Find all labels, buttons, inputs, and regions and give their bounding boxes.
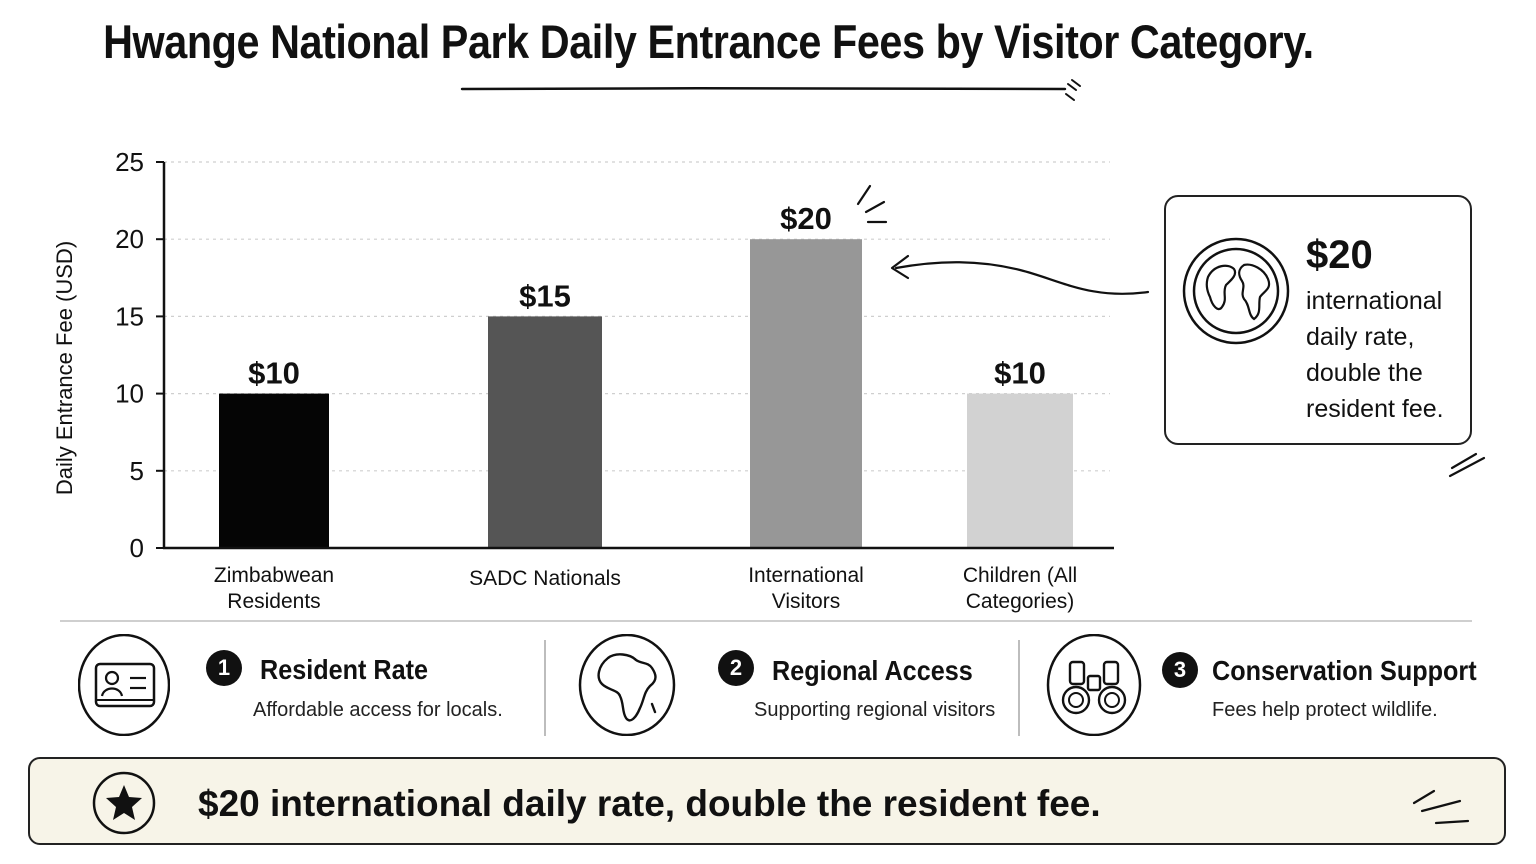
y-tick-label: 0 xyxy=(130,533,144,563)
binoculars-icon xyxy=(1046,634,1142,736)
bar-value-label: $15 xyxy=(519,278,571,313)
bar xyxy=(750,239,862,548)
feature-regional-access: 2 Regional Access Supporting regional vi… xyxy=(578,630,1008,740)
feature-number-badge: 3 xyxy=(1162,652,1198,688)
banner-marks xyxy=(1412,789,1470,825)
feature-title: Regional Access xyxy=(772,655,973,686)
feature-description: Affordable access for locals. xyxy=(253,699,503,721)
callout-text: international daily rate, double the res… xyxy=(1306,287,1444,423)
id-card-icon xyxy=(78,634,170,736)
feature-divider xyxy=(544,640,546,736)
feature-title: Resident Rate xyxy=(260,654,429,685)
feature-number-badge: 1 xyxy=(206,650,242,686)
title-underline xyxy=(460,79,1081,101)
callout-arrow-head xyxy=(890,254,910,280)
bar xyxy=(967,393,1073,548)
x-tick-label: Zimbabwean xyxy=(214,564,334,587)
summary-banner: $20 international daily rate, double the… xyxy=(28,757,1506,845)
y-axis-label: Daily Entrance Fee (USD) xyxy=(52,241,77,495)
africa-map-icon xyxy=(578,634,676,736)
feature-divider xyxy=(1018,640,1020,736)
bar-chart: 0 5 10 15 20 25 $10 $15 $20 $10 Zimbabwean Reside… xyxy=(52,147,1150,613)
y-tick-label: 5 xyxy=(130,456,144,486)
callout-box: $20 international daily rate, double the… xyxy=(1164,195,1472,445)
bar-value-label: $10 xyxy=(248,356,300,391)
x-tick-label: Visitors xyxy=(772,590,840,613)
x-tick-label: SADC Nationals xyxy=(469,567,621,590)
callout-value: $20 xyxy=(1306,233,1373,277)
feature-description: Supporting regional visitors xyxy=(754,699,996,721)
section-divider xyxy=(60,620,1472,622)
y-tick-labels: 0 5 10 15 20 25 xyxy=(115,147,144,563)
y-tick-label: 25 xyxy=(115,147,144,177)
bar xyxy=(219,393,329,548)
feature-description: Fees help protect wildlife. xyxy=(1212,699,1438,721)
y-tick-label: 15 xyxy=(115,301,144,331)
x-tick-label: Residents xyxy=(227,590,320,613)
star-icon xyxy=(92,771,156,835)
callout-arrow xyxy=(894,261,1150,295)
bar-value-label: $10 xyxy=(994,356,1046,391)
x-tick-label: Categories) xyxy=(966,590,1075,613)
callout-marks xyxy=(1448,452,1486,478)
feature-number-badge: 2 xyxy=(718,650,754,686)
feature-title: Conservation Support xyxy=(1212,655,1477,686)
emphasis-marks xyxy=(856,184,888,224)
banner-text: $20 international daily rate, double the… xyxy=(198,783,1101,824)
globe-icon xyxy=(1182,237,1290,345)
y-tick-label: 20 xyxy=(115,224,144,254)
feature-conservation-support: 3 Conservation Support Fees help protect… xyxy=(1046,630,1477,740)
data-labels: $10 $15 $20 $10 xyxy=(248,201,1046,390)
y-tick-label: 10 xyxy=(115,379,144,409)
x-tick-label: International xyxy=(748,564,864,587)
x-tick-label: Children (All xyxy=(963,564,1077,587)
axes xyxy=(156,161,1114,550)
page-title: Hwange National Park Daily Entrance Fees… xyxy=(103,15,1314,68)
bars xyxy=(219,239,1073,548)
bar-value-label: $20 xyxy=(780,201,832,236)
x-tick-labels: Zimbabwean Residents SADC Nationals Interna… xyxy=(214,564,1077,613)
bar xyxy=(488,316,602,548)
feature-resident-rate: 1 Resident Rate Affordable access for lo… xyxy=(78,630,538,740)
